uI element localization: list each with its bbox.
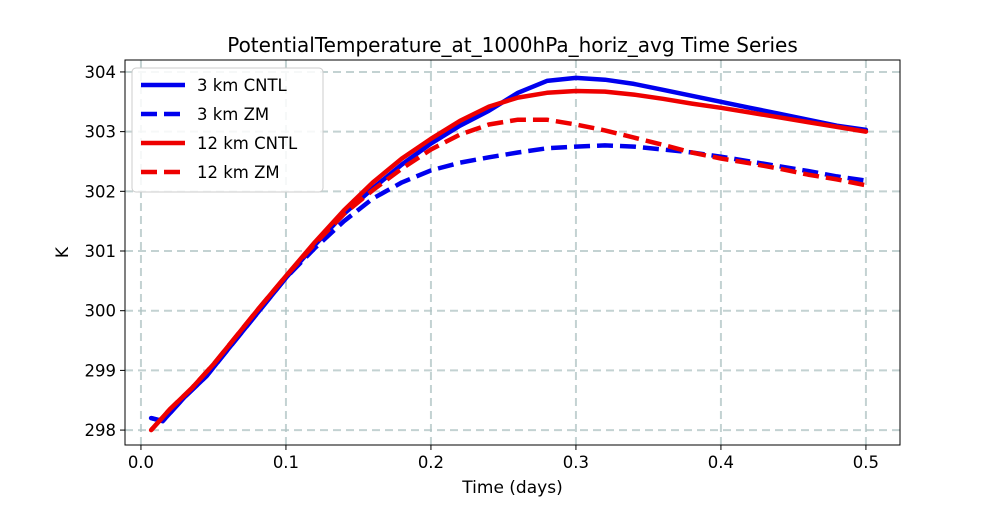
x-tick-label: 0.1 xyxy=(273,453,299,472)
x-tick-label: 0.4 xyxy=(708,453,734,472)
y-tick-label: 304 xyxy=(85,63,117,82)
y-tick-label: 300 xyxy=(85,302,117,321)
legend-label-3-km-cntl: 3 km CNTL xyxy=(197,76,288,95)
y-tick-label: 301 xyxy=(85,242,117,261)
x-tick-label: 0.2 xyxy=(418,453,444,472)
y-tick-label: 302 xyxy=(85,182,117,201)
y-tick-label: 299 xyxy=(85,361,117,380)
legend-label-3-km-zm: 3 km ZM xyxy=(197,105,269,124)
legend-label-12-km-zm: 12 km ZM xyxy=(197,163,280,182)
series-line-12-km-cntl xyxy=(148,88,869,433)
legend-label-12-km-cntl: 12 km CNTL xyxy=(197,134,298,153)
x-axis-label: Time (days) xyxy=(461,478,562,498)
y-tick-label: 298 xyxy=(85,421,117,440)
series-line-12-km-zm xyxy=(149,117,867,432)
x-tick-label: 0.5 xyxy=(853,453,879,472)
series-lines xyxy=(148,75,869,433)
plot-frame xyxy=(124,59,901,446)
legend: 3 km CNTL 3 km ZM 12 km CNTL 12 km ZM xyxy=(131,67,324,193)
x-tick-label: 0.0 xyxy=(128,453,154,472)
axis-ticks: 0.0 0.1 0.2 0.3 0.4 0.5 298 299 300 301 302 303 304 xyxy=(85,63,880,472)
legend-frame xyxy=(131,67,324,193)
y-axis-label: K xyxy=(53,246,73,258)
chart-title: PotentialTemperature_at_1000hPa_horiz_av… xyxy=(227,33,798,57)
x-tick-label: 0.3 xyxy=(563,453,589,472)
y-tick-label: 303 xyxy=(85,123,117,142)
